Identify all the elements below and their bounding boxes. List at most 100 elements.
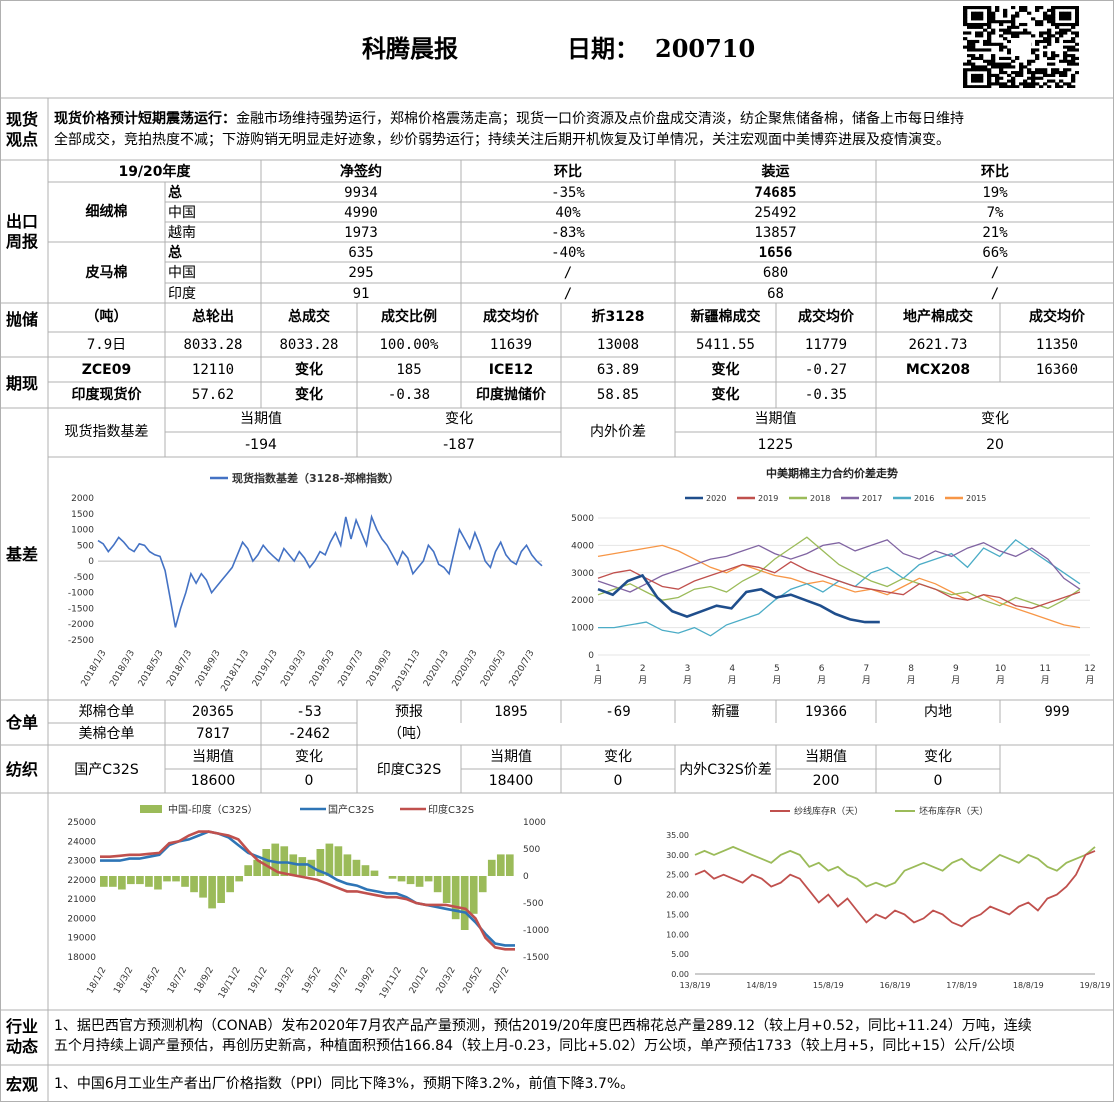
export-cell: -35% [551, 185, 585, 201]
macro-news-line1: 1、中国6月工业生产者出厂价格指数（PPI）同比下降3%，预期下降3.2%，前值… [54, 1076, 635, 1092]
x-tick-month: 6 [819, 664, 825, 674]
x-tick-label: 2020/5/3 [479, 649, 508, 689]
x-tick-month: 7 [863, 664, 869, 674]
reserve-header: 成交均价 [483, 309, 539, 325]
x-tick-unit: 月 [817, 675, 826, 686]
y-tick-label: 30.00 [666, 851, 689, 860]
y-tick-label: 2000 [71, 494, 94, 504]
export-cell: 635 [348, 245, 374, 261]
industry-news-line1: 1、据巴西官方预测机构（CONAB）发布2020年7月农产品产量预测，预估201… [54, 1018, 1032, 1034]
export-row-label: 印度 [168, 286, 196, 302]
x-tick-unit: 月 [638, 675, 647, 686]
bar-diff [343, 854, 352, 876]
export-cell: 91 [352, 286, 370, 302]
x-tick-label: 2020/3/3 [451, 649, 480, 689]
x-tick-unit: 月 [907, 675, 916, 686]
export-row-label: 总 [168, 245, 182, 261]
bar-diff [289, 854, 298, 876]
series-line-inventory [694, 845, 1096, 888]
x-tick-month: 12 [1084, 664, 1095, 674]
bar-diff [433, 876, 442, 893]
x-tick-month: 9 [953, 664, 959, 674]
x-tick-label: 2018/7/3 [165, 649, 194, 689]
warehouse-cell: 内地 [924, 704, 952, 720]
bar-diff [415, 876, 424, 887]
warehouse-cell: 预报 [395, 704, 423, 720]
x-tick-label: 19/5/2 [300, 966, 323, 996]
x-tick-label: 19/3/2 [274, 966, 297, 996]
bar-diff [442, 876, 451, 903]
x-tick-label: 2019/1/3 [251, 649, 280, 689]
futures-cell: 57.62 [191, 387, 235, 403]
export-cell: 19% [982, 185, 1008, 201]
export-cell: -40% [551, 245, 585, 261]
warehouse-cell: 1895 [494, 704, 528, 720]
futures-cell: 印度现货价 [71, 387, 142, 403]
inout-change-label: 变化 [981, 411, 1009, 427]
x-tick-unit: 月 [728, 675, 737, 686]
inout-c32s-change-label: 变化 [924, 749, 952, 765]
bar-diff [100, 876, 108, 887]
x-tick-unit: 月 [1041, 675, 1050, 686]
basis-current-label: 当期值 [240, 411, 282, 427]
bar-diff [154, 876, 162, 890]
basis-change-value: -187 [443, 437, 475, 453]
y-tick-label: -2500 [68, 636, 94, 646]
india-change-label: 变化 [604, 749, 632, 765]
inout-c32s-change-value: 0 [933, 773, 943, 789]
x-tick-label: 11 月 [1040, 664, 1051, 686]
x-tick-label: 2019/7/3 [337, 649, 366, 689]
bar-diff [361, 865, 370, 876]
domestic-current-label: 当期值 [192, 749, 234, 765]
x-tick-month: 1 [595, 664, 601, 674]
x-tick-label: 19/1/2 [247, 966, 270, 996]
export-cell: 74685 [754, 185, 797, 201]
export-cell: -83% [551, 225, 585, 241]
futures-cell: 185 [396, 362, 422, 378]
x-tick-label: 2018/1/3 [80, 649, 109, 689]
series-line-2017 [597, 539, 1081, 593]
basis-current-value: -194 [245, 437, 277, 453]
x-tick-label: 2020/7/3 [508, 649, 537, 689]
futures-cell: 12110 [191, 362, 235, 378]
warehouse-cell: 19366 [804, 704, 848, 720]
futures-cell: 变化 [295, 362, 323, 378]
x-tick-label: 19/9/2 [354, 966, 377, 996]
x-tick-unit: 月 [772, 675, 781, 686]
x-tick-label: 18/11/2 [217, 966, 243, 1001]
report-title: 科腾晨报 [362, 35, 458, 63]
y-tick-label: 1500 [71, 510, 94, 520]
export-cell: 1973 [344, 225, 378, 241]
date-label: 日期： [567, 35, 639, 63]
x-tick-label: 17/8/19 [946, 981, 977, 990]
futures-cell: ICE12 [488, 362, 534, 378]
x-tick-label: 15/8/19 [813, 981, 844, 990]
x-tick-label: 14/8/19 [746, 981, 777, 990]
x-tick-month: 3 [685, 664, 691, 674]
bar-diff [397, 876, 406, 882]
reserve-cell: 13008 [596, 337, 640, 353]
futures-cell: 58.85 [596, 387, 640, 403]
qr-code-icon [963, 6, 1079, 88]
domestic-c32s-label: 国产C32S [74, 762, 139, 778]
bar-diff [460, 876, 469, 930]
reserve-cell: 2621.73 [908, 337, 968, 353]
y-tick-label: 20.00 [666, 891, 689, 900]
bar-diff [163, 876, 171, 882]
series-line-basis [97, 514, 543, 628]
x-tick-unit: 月 [951, 675, 960, 686]
x-tick-label: 2018/3/3 [108, 649, 137, 689]
warehouse-cell: （吨） [388, 726, 430, 742]
x-tick-label: 18/5/2 [139, 966, 162, 996]
export-cell: 1656 [758, 245, 793, 261]
legend-label: 现货指数基差（3128-郑棉指数） [232, 471, 399, 485]
export-row-label: 越南 [168, 225, 196, 241]
x-tick-unit: 月 [683, 675, 692, 686]
legend-label: 2018 [810, 494, 830, 503]
bar-diff [136, 876, 144, 885]
x-tick-label: 13/8/19 [680, 981, 711, 990]
spot-view-line1: 现货价格预计短期震荡运行：金融市场维持强势运行，郑棉价格震荡走高；现货一口价资源… [54, 112, 964, 126]
